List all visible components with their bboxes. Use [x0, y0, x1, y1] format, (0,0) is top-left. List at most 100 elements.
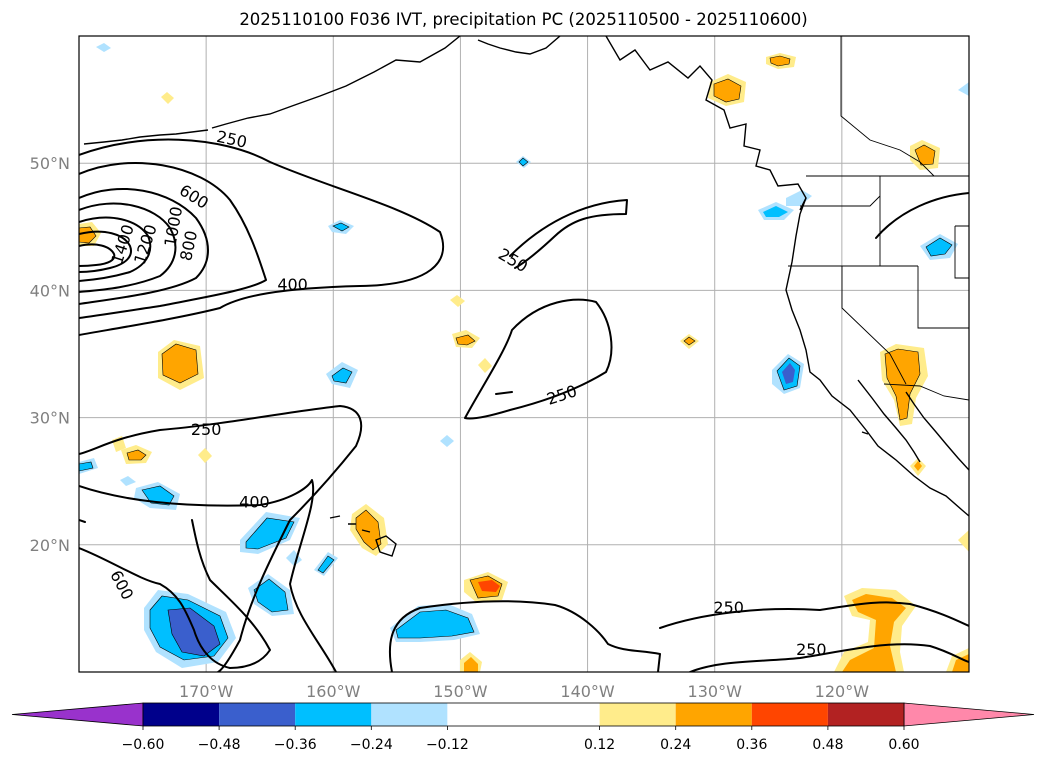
state-border-nv-ca [841, 266, 907, 385]
colorbar-tick-label: 0.48 [812, 737, 843, 753]
ivt-contour-label: 400 [277, 275, 308, 294]
positive-anomaly-patch [126, 449, 147, 461]
alaska-peninsula [211, 36, 461, 129]
alaska-coast [605, 36, 807, 211]
positive-anomaly-patch [450, 295, 465, 307]
colorbar-tick-label: −0.60 [122, 737, 165, 753]
colorbar-frame [142, 702, 905, 727]
negative-anomaly-patch [79, 461, 94, 472]
map-background [79, 36, 969, 672]
ivt-contour-250 [79, 405, 363, 672]
negative-anomaly-patch [925, 237, 953, 257]
political-borders [788, 36, 969, 401]
colorbar-tick-label: −0.12 [426, 737, 469, 753]
map-content [79, 36, 969, 672]
colorbar-tick-label: −0.48 [198, 737, 241, 753]
ivt-contour-250 [689, 643, 969, 672]
positive-anomaly-patch [914, 461, 922, 471]
latitude-tick-label: 40°N [30, 281, 70, 300]
ivt-contour-label: 250 [796, 640, 827, 659]
negative-anomaly-patch [245, 517, 295, 550]
colorbar-under-extension [11, 702, 144, 727]
ivt-contour-250 [875, 192, 969, 239]
negative-anomaly-patch [395, 609, 475, 639]
negative-anomaly-patch [253, 578, 289, 613]
ivt-contours [79, 138, 969, 672]
map-title: 2025110100 F036 IVT, precipitation PC (2… [239, 10, 808, 29]
ivt-contour-400 [79, 161, 267, 319]
positive-anomaly-patch [952, 654, 969, 672]
colorbar-segment [827, 703, 904, 726]
ivt-contour-600 [79, 519, 271, 669]
ivt-contour-label: 250 [191, 420, 222, 439]
longitude-tick-label: 150°W [433, 682, 488, 701]
ivt-contour-400 [79, 479, 337, 672]
hawaii-chain [329, 515, 371, 533]
negative-anomaly-patch [286, 550, 302, 566]
negative-anomaly-patch [763, 206, 788, 217]
positive-anomaly-patch [478, 580, 500, 592]
colorbar-tick-label: 0.24 [660, 737, 691, 753]
positive-anomaly-patch [161, 343, 199, 384]
coastlines [83, 36, 969, 557]
state-border-mt-wy [954, 225, 969, 279]
ivt-contour-250 [79, 138, 445, 336]
colorbar-tick-label: 0.60 [888, 737, 919, 753]
positive-anomaly-patch [683, 336, 696, 346]
ivt-contour-1400 [79, 243, 116, 267]
negative-anomaly-patch [786, 190, 812, 206]
longitude-tick-label: 130°W [688, 682, 743, 701]
ivt-contour-250 [388, 600, 661, 672]
latitude-tick-label: 50°N [30, 154, 70, 173]
ivt-contour-1200 [79, 230, 132, 273]
positive-anomaly-patch [842, 594, 906, 672]
colorbar-segment [371, 703, 448, 726]
longitude-tick-label: 120°W [815, 682, 870, 701]
ivt-contour-label: 400 [239, 492, 270, 511]
ivt-contour-800 [79, 202, 177, 293]
map-tick-labels: 170°W 160°W 150°W 140°W 130°W 120°W 20°N 30°N 40… [30, 154, 870, 701]
negative-anomaly-patch [782, 363, 795, 384]
positive-anomaly-patch [713, 78, 742, 103]
colorbar: −0.60 −0.48 −0.36 −0.24 −0.12 0.12 0.24 0.36 0.4… [11, 702, 1035, 753]
positive-anomaly-patch [769, 55, 791, 67]
negative-anomaly-patch [120, 476, 136, 486]
alaska-mainland-west [477, 36, 561, 55]
negative-anomaly-patch [331, 367, 353, 384]
state-border-nv-ut [917, 266, 969, 329]
positive-anomaly-patch [884, 348, 921, 421]
ivt-contour-250 [464, 298, 613, 420]
positive-anomaly-patch [161, 92, 174, 104]
colorbar-over-extension [903, 702, 1035, 727]
colorbar-segment [675, 703, 752, 726]
guadalupe-islands [861, 431, 869, 435]
colorbar-segment [143, 703, 220, 726]
negative-anomaly-patch [440, 435, 454, 447]
longitude-tick-label: 140°W [560, 682, 615, 701]
hawaii-island [375, 535, 397, 557]
positive-anomaly-patch [464, 657, 478, 672]
positive-anomaly-patch [478, 358, 492, 373]
longitude-tick-label: 170°W [179, 682, 234, 701]
negative-anomaly-patch [518, 157, 529, 167]
positive-anomaly-patch [198, 448, 212, 463]
ivt-contour-600 [79, 519, 86, 523]
latitude-tick-label: 30°N [30, 409, 70, 428]
ivt-contour-label: 250 [713, 598, 744, 617]
colorbar-tick-label: −0.24 [350, 737, 393, 753]
colorbar-segment [751, 703, 828, 726]
north-america-west-coast [785, 197, 969, 517]
colorbar-tick-label: −0.36 [274, 737, 317, 753]
negative-anomaly-patch [332, 222, 350, 232]
colorbar-segment [599, 703, 676, 726]
positive-anomaly-patch [455, 334, 476, 346]
ivt-contour-250 [659, 601, 969, 629]
aleutian-islands [83, 129, 209, 145]
us-mexico-border [883, 383, 969, 401]
ivt-contour-1000 [79, 216, 152, 282]
negative-anomaly-patch [96, 43, 111, 52]
colorbar-tick-label: 0.12 [584, 737, 615, 753]
ivt-contour-250 [495, 391, 513, 395]
